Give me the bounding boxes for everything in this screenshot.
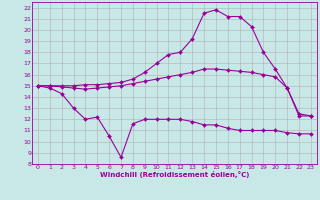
X-axis label: Windchill (Refroidissement éolien,°C): Windchill (Refroidissement éolien,°C) — [100, 171, 249, 178]
